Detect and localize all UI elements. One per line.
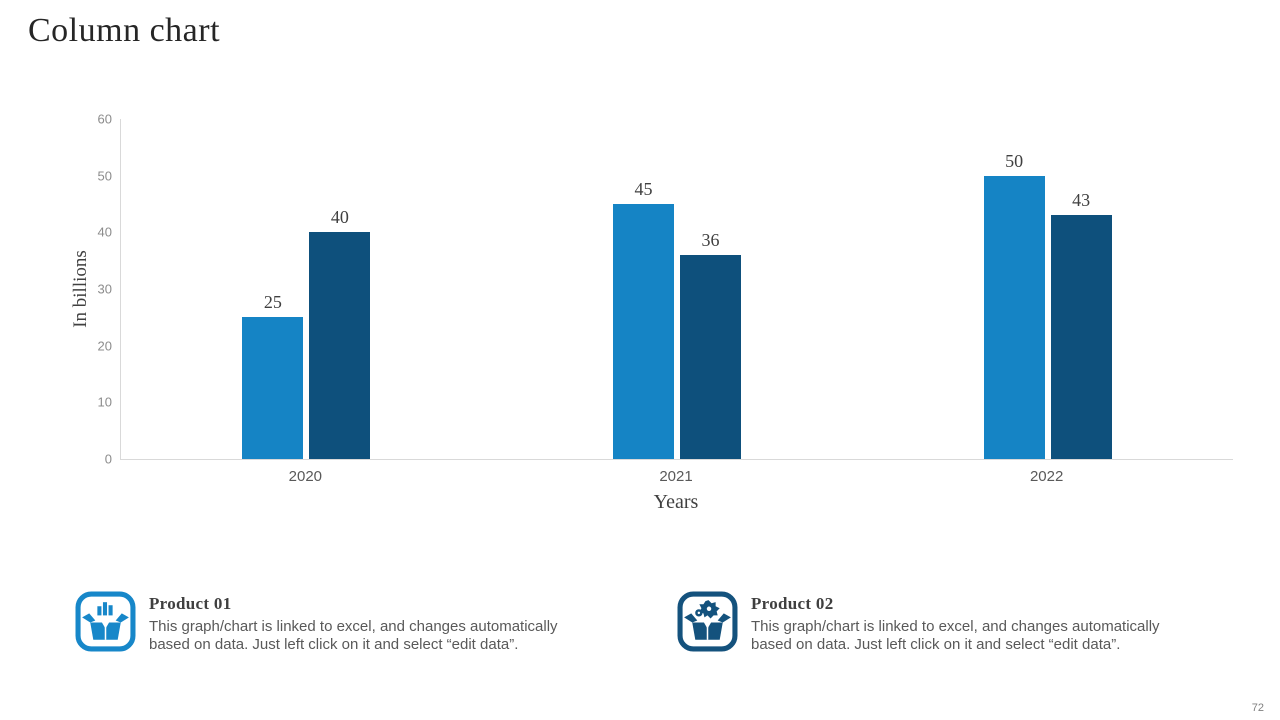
plot-area: 25 40 45 36 50 43	[120, 119, 1233, 460]
legend-description-line: This graph/chart is linked to excel, and…	[751, 618, 1160, 635]
bar-product-01[interactable]	[983, 175, 1045, 459]
product-box-gear-icon	[677, 591, 738, 652]
bar-with-label: 40	[309, 207, 371, 459]
x-category-label: 2022	[1029, 468, 1064, 485]
page-number: 72	[1251, 702, 1264, 714]
legend-title: Product 02	[751, 594, 834, 613]
x-category-label: 2021	[659, 468, 693, 485]
legend-description-line: based on data. Just left click on it and…	[149, 636, 519, 653]
bar-with-label: 50	[983, 150, 1045, 459]
legend-description-line: This graph/chart is linked to excel, and…	[149, 618, 558, 635]
bar-with-label: 45	[613, 180, 674, 459]
x-axis-title: Years	[653, 491, 699, 513]
legend-item-product-02: Product 02 This graph/chart is linked to…	[677, 591, 1189, 654]
bar-product-02[interactable]	[680, 255, 741, 459]
bar-group: 50 43	[981, 152, 1115, 459]
bar-value-label: 50	[1005, 150, 1024, 171]
bar-product-02[interactable]	[1050, 215, 1112, 459]
bar-value-label: 40	[330, 207, 349, 228]
y-tick-label: 60	[97, 111, 112, 127]
y-tick-label: 10	[97, 394, 112, 410]
y-tick-label: 50	[97, 168, 112, 184]
product-box-bars-icon	[75, 591, 136, 652]
bar-value-label: 25	[263, 292, 282, 313]
bar-group: 45 36	[610, 180, 744, 459]
bar-value-label: 45	[634, 179, 653, 199]
bar-with-label: 25	[242, 292, 304, 459]
y-tick-label: 40	[97, 224, 112, 240]
x-axis-labels: 2020 2021 2022	[120, 468, 1232, 488]
legend-text-block: Product 01 This graph/chart is linked to…	[149, 591, 587, 654]
x-category-label: 2020	[288, 468, 323, 485]
bar-with-label: 36	[680, 231, 741, 459]
page-title: Column chart	[28, 12, 221, 49]
legend-item-product-01: Product 01 This graph/chart is linked to…	[75, 591, 587, 654]
y-axis-ticks: 0 10 20 30 40 50 60	[82, 113, 112, 466]
y-tick-label: 0	[104, 451, 112, 467]
bar-value-label: 43	[1072, 190, 1091, 211]
bar-group: 25 40	[239, 208, 373, 459]
legend-description-line: based on data. Just left click on it and…	[751, 636, 1121, 653]
y-tick-label: 30	[97, 281, 112, 297]
bar-value-label: 36	[701, 230, 720, 250]
legend-title: Product 01	[149, 594, 232, 613]
y-tick-label: 20	[97, 338, 112, 354]
bar-product-01[interactable]	[613, 204, 674, 459]
bar-product-02[interactable]	[309, 232, 371, 459]
bar-product-01[interactable]	[242, 317, 304, 459]
legend-text-block: Product 02 This graph/chart is linked to…	[751, 591, 1189, 654]
bar-with-label: 43	[1050, 190, 1112, 459]
